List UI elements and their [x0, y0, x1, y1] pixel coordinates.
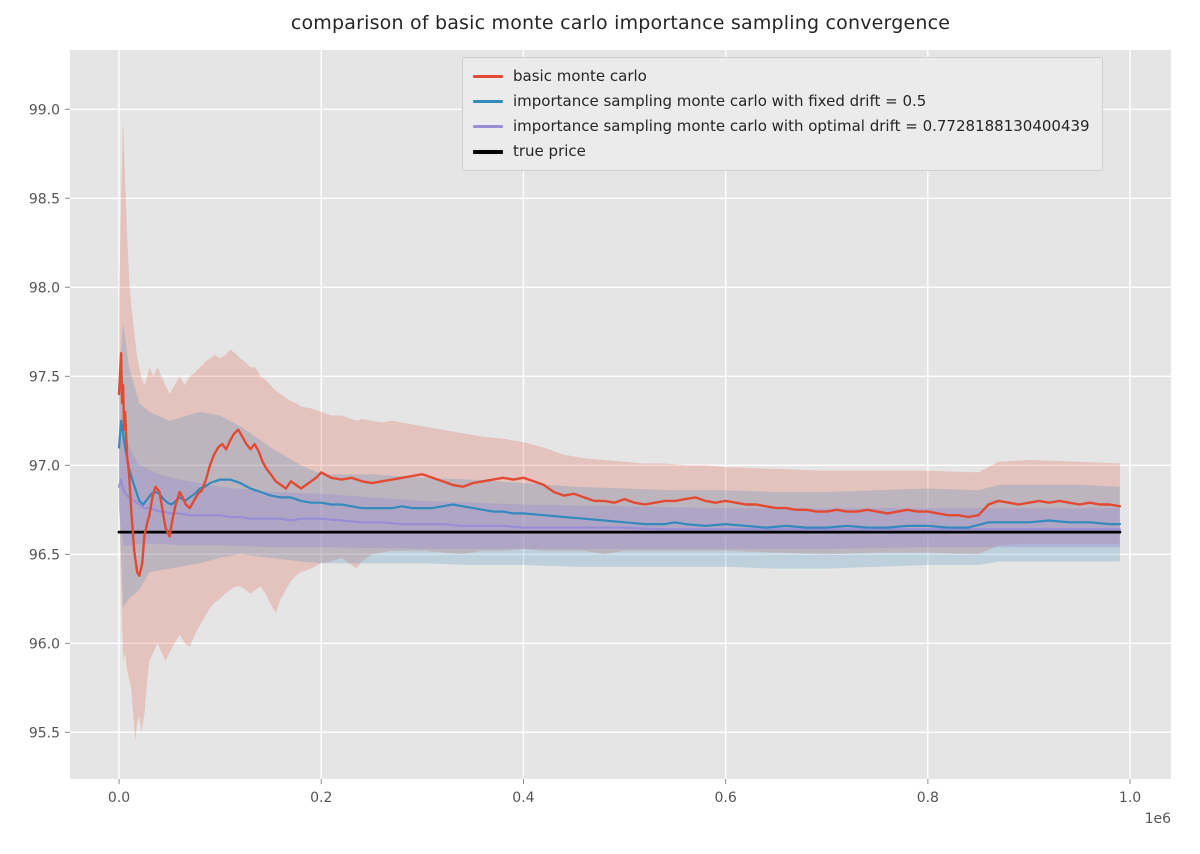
- y-tick-label: 98.0: [29, 280, 60, 296]
- x-tick-label: 0.0: [108, 790, 130, 806]
- confidence-band: [119, 322, 1120, 608]
- y-tick-label: 99.0: [29, 102, 60, 118]
- legend-item-optimal-drift: importance sampling monte carlo with opt…: [473, 114, 1090, 139]
- legend-label: importance sampling monte carlo with opt…: [513, 117, 1090, 135]
- true-price-line-swatch-icon: [473, 149, 503, 154]
- series-line: [117, 352, 1122, 577]
- x-tick-label: 0.4: [512, 790, 534, 806]
- legend-label: importance sampling monte carlo with fix…: [513, 92, 927, 110]
- basic-monte-carlo-line-swatch-icon: [473, 75, 503, 78]
- series-line: [117, 419, 1122, 529]
- legend: basic monte carlo importance sampling mo…: [462, 57, 1103, 171]
- confidence-band: [119, 420, 1120, 549]
- fixed-drift-line-swatch-icon: [473, 100, 503, 103]
- confidence-band: [119, 118, 1120, 742]
- y-tick-label: 97.0: [29, 458, 60, 474]
- x-tick-label: 0.8: [917, 790, 939, 806]
- x-axis-offset-label: 1e6: [1145, 811, 1172, 827]
- y-tick-label: 98.5: [29, 191, 60, 207]
- y-tick-label: 95.5: [29, 725, 60, 741]
- plot-background: [70, 50, 1171, 779]
- legend-label: true price: [513, 142, 586, 160]
- chart-title: comparison of basic monte carlo importan…: [290, 12, 951, 34]
- legend-item-fixed-drift: importance sampling monte carlo with fix…: [473, 89, 1090, 114]
- series-line: [117, 478, 1122, 531]
- x-tick-label: 0.2: [310, 790, 332, 806]
- y-tick-label: 97.5: [29, 369, 60, 385]
- x-tick-label: 0.6: [715, 790, 737, 806]
- y-tick-label: 96.5: [29, 547, 60, 563]
- legend-item-true-price: true price: [473, 139, 1090, 164]
- x-tick-label: 1.0: [1119, 790, 1141, 806]
- optimal-drift-line-swatch-icon: [473, 125, 503, 128]
- legend-item-basic-monte-carlo: basic monte carlo: [473, 64, 1090, 89]
- legend-label: basic monte carlo: [513, 67, 647, 85]
- y-tick-label: 96.0: [29, 636, 60, 652]
